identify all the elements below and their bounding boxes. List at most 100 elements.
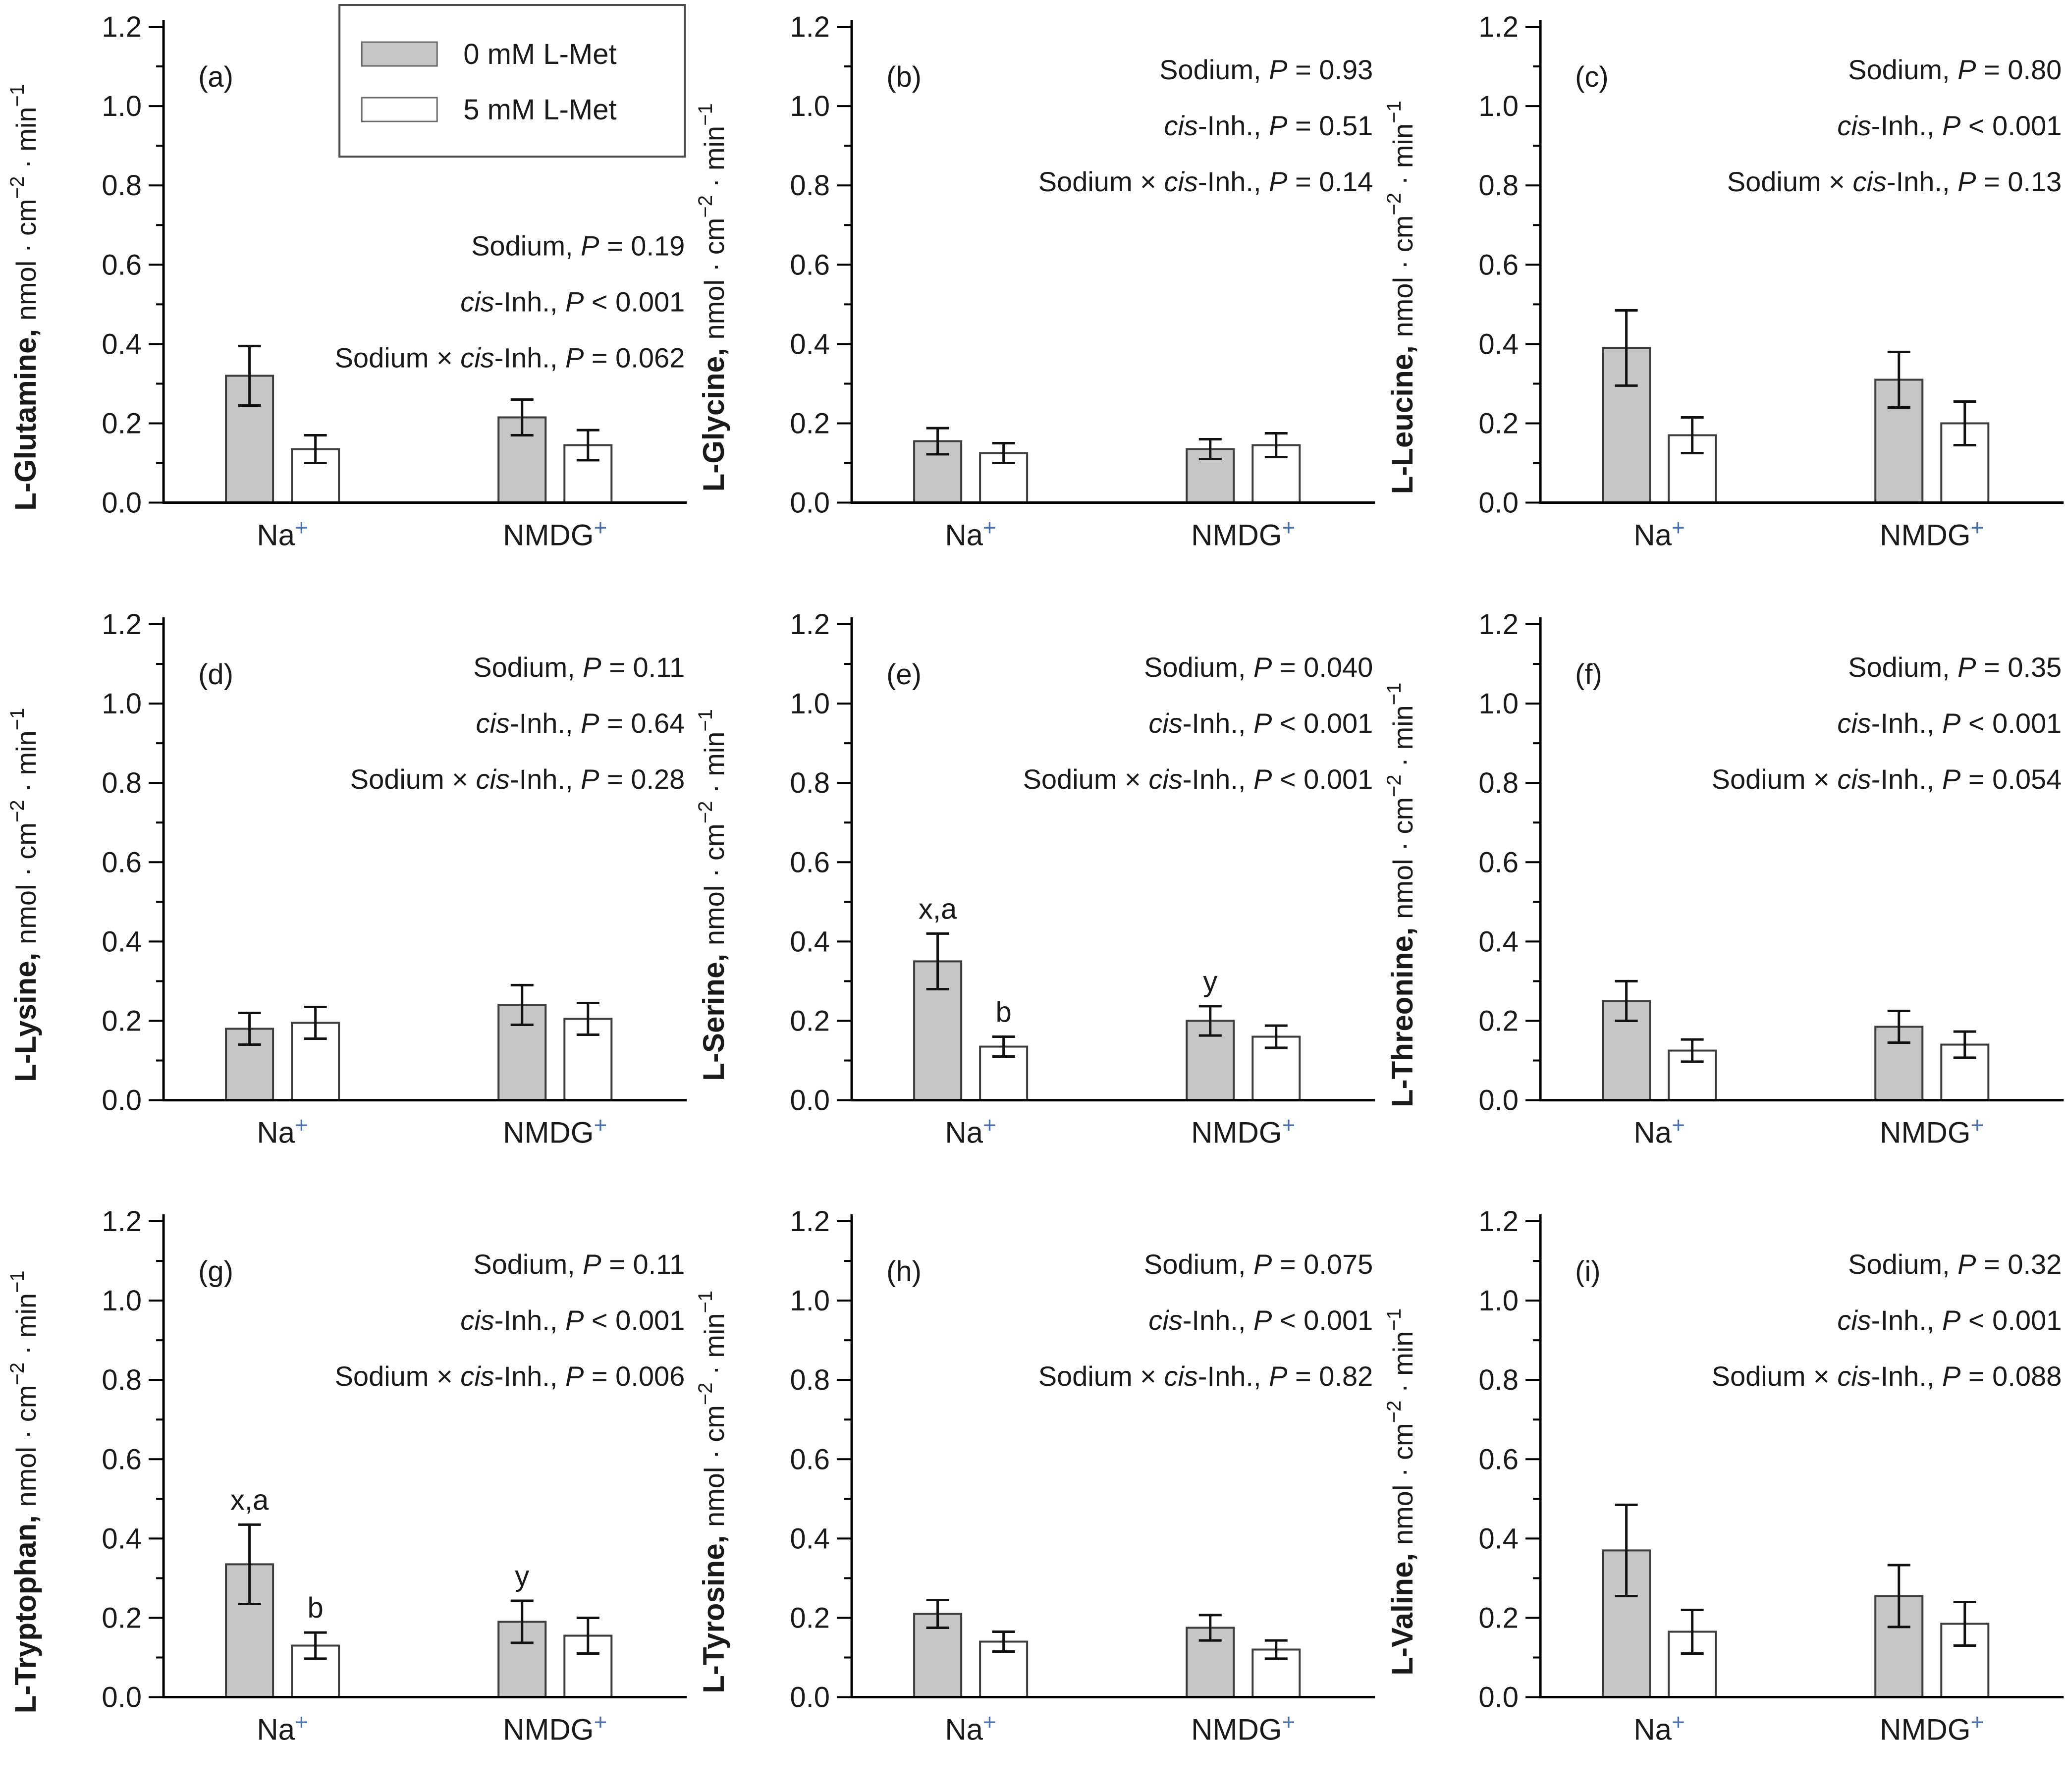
y-axis-label: L-Tryptophan, nmol · cm−2 · min−1 bbox=[6, 1271, 42, 1714]
y-tick-label: 0.8 bbox=[102, 1364, 142, 1397]
y-tick-label: 0.6 bbox=[102, 1444, 142, 1476]
y-tick-label: 0.6 bbox=[1478, 249, 1519, 281]
stats-line: cis-Inh., P = 0.64 bbox=[476, 707, 685, 739]
y-tick-label: 0.4 bbox=[102, 925, 142, 958]
stats-line: Sodium × cis-Inh., P = 0.054 bbox=[1711, 763, 2062, 795]
y-tick-label: 0.0 bbox=[1478, 487, 1519, 519]
x-category-label: Na+ bbox=[257, 515, 308, 552]
panel-letter: (b) bbox=[886, 61, 922, 93]
y-tick-label: 0.8 bbox=[102, 767, 142, 799]
y-tick-label: 0.8 bbox=[790, 169, 830, 202]
panel-d: 0.0 0.2 0.4 0.6 0.8 1.0 1.2 Na+ NMDG+ L-Lysine, n… bbox=[0, 597, 688, 1195]
y-tick-label: 0.2 bbox=[790, 407, 830, 439]
y-tick-label: 0.0 bbox=[102, 1084, 142, 1116]
y-tick-label: 0.8 bbox=[1478, 169, 1519, 202]
stats-line: Sodium, P = 0.32 bbox=[1848, 1249, 2062, 1280]
x-category-label: Na+ bbox=[945, 1709, 997, 1746]
y-tick-label: 1.2 bbox=[1478, 608, 1519, 641]
y-axis-label: L-Glutamine, nmol · cm−2 · min−1 bbox=[6, 84, 42, 511]
y-tick-label: 1.2 bbox=[790, 1205, 830, 1238]
y-tick-label: 0.4 bbox=[102, 1523, 142, 1555]
x-category-label: Na+ bbox=[257, 1112, 308, 1149]
panel-f: 0.0 0.2 0.4 0.6 0.8 1.0 1.2 Na+ NMDG+ L-Threonine… bbox=[1377, 597, 2065, 1195]
panel-letter: (h) bbox=[886, 1255, 922, 1288]
stats-line: Sodium × cis-Inh., P = 0.062 bbox=[335, 342, 685, 373]
stats-line: cis-Inh., P < 0.001 bbox=[460, 1304, 685, 1336]
stats-line: Sodium, P = 0.11 bbox=[473, 652, 685, 683]
y-tick-label: 0.8 bbox=[1478, 1364, 1519, 1397]
y-tick-label: 1.0 bbox=[102, 1285, 142, 1317]
significance-label: x,a bbox=[919, 893, 957, 925]
stats-line: Sodium, P = 0.80 bbox=[1848, 54, 2062, 85]
y-tick-label: 1.0 bbox=[790, 688, 830, 720]
y-tick-label: 0.0 bbox=[102, 487, 142, 519]
legend-swatch-gray bbox=[361, 41, 438, 67]
panel-b: 0.0 0.2 0.4 0.6 0.8 1.0 1.2 Na+ NMDG+ L-Glycine, … bbox=[688, 0, 1376, 597]
chart-e: 0.0 0.2 0.4 0.6 0.8 1.0 1.2 x,a y b Na+ NMDG+ L-Seri… bbox=[695, 608, 1375, 1149]
y-tick-label: 0.0 bbox=[790, 1682, 830, 1714]
y-tick-label: 0.8 bbox=[1478, 767, 1519, 799]
y-tick-label: 0.6 bbox=[1478, 1444, 1519, 1476]
x-category-label: NMDG+ bbox=[1880, 1112, 1984, 1149]
y-tick-label: 1.0 bbox=[790, 1285, 830, 1317]
y-tick-label: 0.0 bbox=[1478, 1682, 1519, 1714]
y-tick-label: 0.6 bbox=[102, 846, 142, 878]
significance-label: x,a bbox=[230, 1484, 269, 1517]
x-category-label: Na+ bbox=[945, 515, 997, 552]
stats-line: Sodium, P = 0.19 bbox=[471, 230, 685, 261]
y-tick-label: 0.4 bbox=[790, 925, 830, 958]
panel-i: 0.0 0.2 0.4 0.6 0.8 1.0 1.2 Na+ NMDG+ L-Valine, n… bbox=[1377, 1195, 2065, 1792]
legend-label: 5 mM L-Met bbox=[463, 94, 616, 126]
panel-c: 0.0 0.2 0.4 0.6 0.8 1.0 1.2 Na+ NMDG+ L-Leucine, … bbox=[1377, 0, 2065, 597]
y-tick-label: 0.2 bbox=[790, 1602, 830, 1634]
stats-line: cis-Inh., P < 0.001 bbox=[1837, 1304, 2062, 1336]
panel-letter: (i) bbox=[1575, 1255, 1601, 1288]
y-tick-label: 0.6 bbox=[790, 249, 830, 281]
y-tick-label: 1.2 bbox=[790, 11, 830, 43]
significance-label: y bbox=[515, 1560, 529, 1592]
chart-g: 0.0 0.2 0.4 0.6 0.8 1.0 1.2 x,a y b Na+ NMDG+ L-Tryp… bbox=[6, 1205, 687, 1746]
stats-line: Sodium × cis-Inh., P = 0.28 bbox=[350, 763, 685, 795]
y-tick-label: 0.6 bbox=[790, 846, 830, 878]
y-tick-label: 1.0 bbox=[1478, 688, 1519, 720]
panel-letter: (e) bbox=[886, 658, 922, 691]
stats-line: Sodium, P = 0.075 bbox=[1144, 1249, 1373, 1280]
significance-label: b bbox=[308, 1592, 324, 1624]
y-tick-label: 0.4 bbox=[102, 328, 142, 360]
y-tick-label: 1.2 bbox=[102, 1205, 142, 1238]
chart-d: 0.0 0.2 0.4 0.6 0.8 1.0 1.2 Na+ NMDG+ L-Lysine, n… bbox=[6, 608, 687, 1149]
y-tick-label: 0.4 bbox=[1478, 925, 1519, 958]
y-tick-label: 1.0 bbox=[790, 90, 830, 122]
stats-line: cis-Inh., P < 0.001 bbox=[1149, 1304, 1373, 1336]
y-tick-label: 1.2 bbox=[1478, 11, 1519, 43]
y-axis-label: L-Lysine, nmol · cm−2 · min−1 bbox=[6, 707, 42, 1082]
stats-line: Sodium × cis-Inh., P = 0.82 bbox=[1038, 1361, 1373, 1392]
x-category-label: NMDG+ bbox=[1880, 1709, 1984, 1746]
legend-box bbox=[338, 4, 686, 158]
significance-label: b bbox=[996, 996, 1012, 1028]
y-tick-label: 0.0 bbox=[790, 487, 830, 519]
x-category-label: NMDG+ bbox=[1880, 515, 1984, 552]
y-axis-label: L-Glycine, nmol · cm−2 · min−1 bbox=[695, 103, 730, 491]
panel-letter: (d) bbox=[198, 658, 233, 691]
panel-letter: (g) bbox=[198, 1255, 233, 1288]
y-tick-label: 0.6 bbox=[790, 1444, 830, 1476]
y-tick-label: 0.0 bbox=[102, 1682, 142, 1714]
y-tick-label: 0.8 bbox=[790, 767, 830, 799]
significance-label: y bbox=[1203, 965, 1218, 997]
y-tick-label: 0.2 bbox=[1478, 1005, 1519, 1037]
panel-h: 0.0 0.2 0.4 0.6 0.8 1.0 1.2 Na+ NMDG+ L-Tyrosine,… bbox=[688, 1195, 1376, 1792]
x-category-label: NMDG+ bbox=[503, 1709, 607, 1746]
chart-h: 0.0 0.2 0.4 0.6 0.8 1.0 1.2 Na+ NMDG+ L-Tyrosine,… bbox=[695, 1205, 1375, 1746]
y-tick-label: 0.6 bbox=[1478, 846, 1519, 878]
x-category-label: NMDG+ bbox=[1191, 515, 1295, 552]
y-tick-label: 0.6 bbox=[102, 249, 142, 281]
stats-line: Sodium × cis-Inh., P < 0.001 bbox=[1023, 763, 1373, 795]
stats-line: Sodium × cis-Inh., P = 0.13 bbox=[1727, 166, 2062, 197]
stats-line: cis-Inh., P < 0.001 bbox=[1837, 707, 2062, 739]
y-tick-label: 1.0 bbox=[1478, 90, 1519, 122]
stats-line: cis-Inh., P = 0.51 bbox=[1164, 110, 1373, 141]
y-axis-label: L-Serine, nmol · cm−2 · min−1 bbox=[695, 709, 730, 1081]
y-tick-label: 0.4 bbox=[790, 1523, 830, 1555]
